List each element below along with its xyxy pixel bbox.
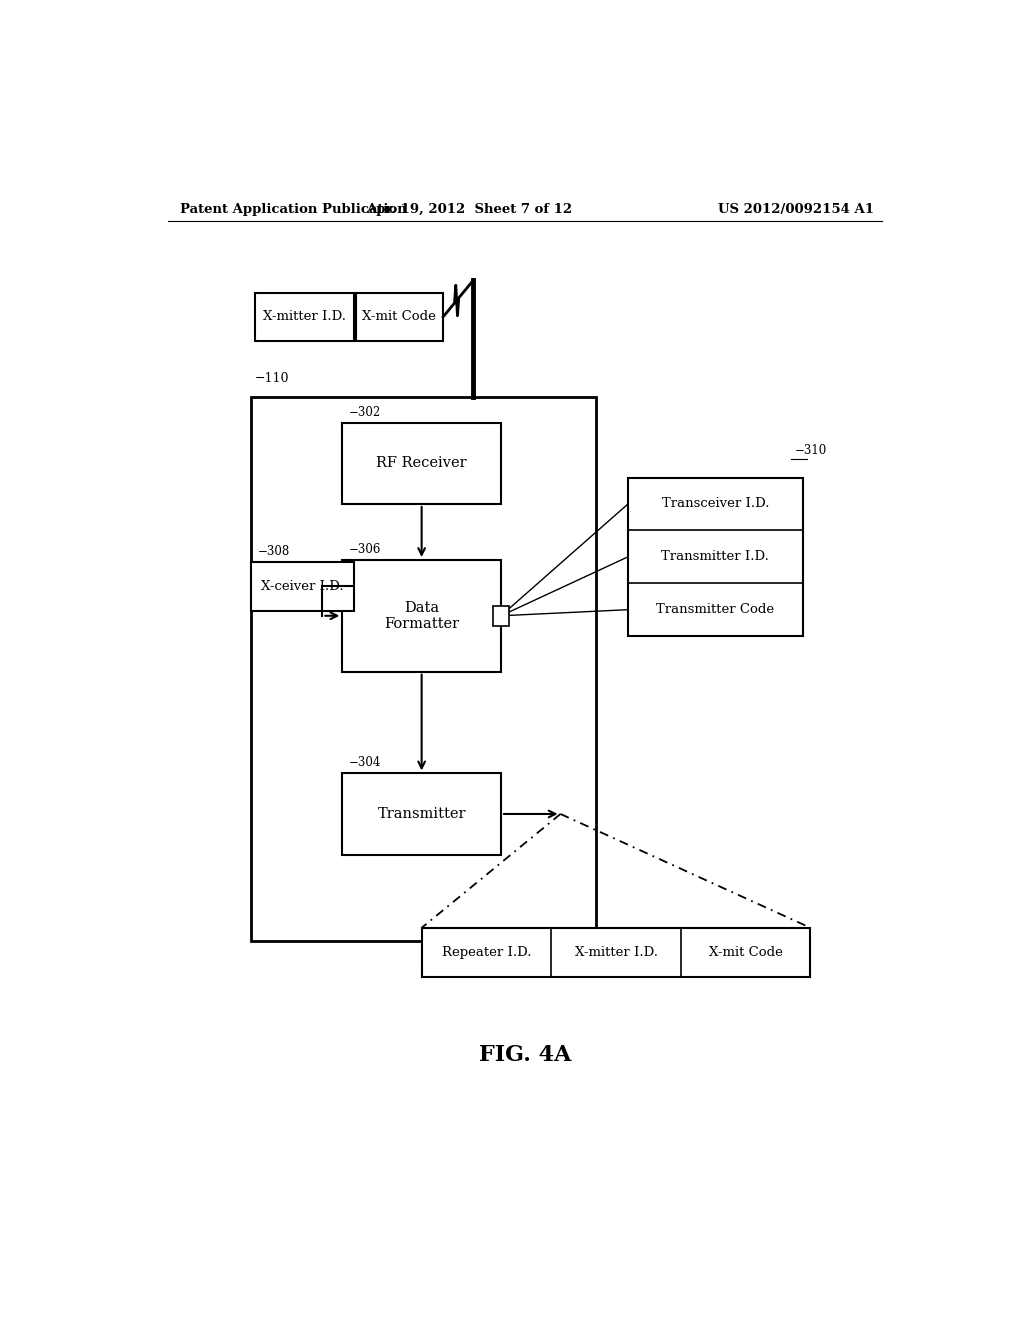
Bar (342, 422, 501, 504)
Text: US 2012/0092154 A1: US 2012/0092154 A1 (718, 203, 873, 216)
Text: X-mitter I.D.: X-mitter I.D. (263, 310, 346, 323)
Text: −306: −306 (348, 543, 381, 556)
Text: Transmitter Code: Transmitter Code (656, 603, 774, 616)
Bar (628, 478, 803, 636)
Bar (251, 562, 354, 611)
Bar (342, 560, 501, 672)
Text: Transceiver I.D.: Transceiver I.D. (662, 498, 769, 511)
Text: RF Receiver: RF Receiver (376, 457, 467, 470)
Text: X-ceiver I.D.: X-ceiver I.D. (261, 579, 344, 593)
Text: Repeater I.D.: Repeater I.D. (441, 945, 531, 958)
Bar (355, 293, 443, 342)
Text: X-mit Code: X-mit Code (709, 945, 782, 958)
Text: −304: −304 (348, 756, 381, 770)
Text: Apr. 19, 2012  Sheet 7 of 12: Apr. 19, 2012 Sheet 7 of 12 (367, 203, 572, 216)
Text: Patent Application Publication: Patent Application Publication (179, 203, 407, 216)
Text: −302: −302 (348, 405, 381, 418)
Bar (342, 774, 501, 854)
Bar (255, 293, 354, 342)
Text: FIG. 4A: FIG. 4A (478, 1044, 571, 1065)
Text: Data
Formatter: Data Formatter (384, 601, 459, 631)
Bar (422, 928, 811, 977)
Text: −308: −308 (257, 545, 290, 558)
Text: X-mit Code: X-mit Code (362, 310, 436, 323)
Bar (251, 397, 596, 941)
Text: X-mitter I.D.: X-mitter I.D. (574, 945, 657, 958)
Text: −110: −110 (255, 372, 290, 385)
Text: Transmitter: Transmitter (378, 807, 466, 821)
Text: −310: −310 (795, 445, 826, 457)
Bar (494, 606, 509, 626)
Text: Transmitter I.D.: Transmitter I.D. (662, 550, 769, 564)
